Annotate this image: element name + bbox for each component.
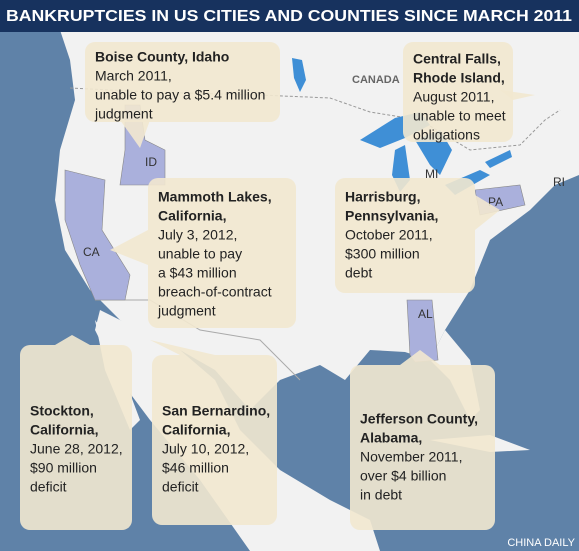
callout-name: California, [158, 208, 226, 224]
callout-name: San Bernardino, [162, 403, 270, 419]
callout-box [20, 345, 132, 530]
callout-detail: $90 million [30, 460, 97, 476]
callout-name: Rhode Island, [413, 70, 505, 86]
callout-detail: obligations [413, 127, 480, 143]
callout-name: Boise County, Idaho [95, 49, 229, 65]
callout-name: Central Falls, [413, 51, 501, 67]
callout-box [403, 42, 513, 142]
credit: CHINA DAILY [507, 537, 575, 549]
title: BANKRUPTCIES IN US CITIES AND COUNTIES S… [6, 8, 572, 25]
callout-detail: August 2011, [413, 89, 494, 105]
callout-name: Stockton, [30, 403, 94, 419]
callout-detail: unable to pay [158, 246, 242, 262]
callout-detail: November 2011, [360, 449, 462, 465]
lake [485, 150, 512, 168]
title-bar [0, 0, 579, 32]
callout-detail: breach-of-contract [158, 284, 272, 300]
state-label: CA [83, 245, 100, 259]
callout-name: Mammoth Lakes, [158, 189, 272, 205]
callout-name: Pennsylvania, [345, 208, 438, 224]
state-label: MI [425, 167, 438, 181]
callout-name: Jefferson County, [360, 411, 478, 427]
callout-detail: October 2011, [345, 227, 433, 243]
callout-detail: March 2011, [95, 68, 172, 84]
callout-detail: in debt [360, 487, 402, 503]
callout-box [350, 365, 495, 530]
callout-detail: $300 million [345, 246, 420, 262]
callout-name: Harrisburg, [345, 189, 420, 205]
callout-box [152, 355, 277, 525]
state-label: ID [145, 155, 157, 169]
callout-detail: over $4 billion [360, 468, 446, 484]
callout-detail: July 3, 2012, [158, 227, 237, 243]
callout-pointer [55, 335, 90, 345]
callout-detail: a $43 million [158, 265, 237, 281]
callout-name: California, [30, 422, 98, 438]
callout-detail: unable to pay a $5.4 million [95, 87, 265, 103]
callout-detail: July 10, 2012, [162, 441, 249, 457]
callout-pointer [120, 120, 150, 148]
callout-detail: June 28, 2012, [30, 441, 123, 457]
callout-detail: deficit [162, 479, 199, 495]
callout-detail: judgment [94, 106, 153, 122]
callout-detail: unable to meet [413, 108, 506, 124]
callout-name: California, [162, 422, 230, 438]
callout-pointer [475, 195, 500, 230]
callout-detail: $46 million [162, 460, 229, 476]
state-ca [64, 169, 131, 301]
callout-name: Alabama, [360, 430, 422, 446]
country-label: CANADA [352, 74, 400, 86]
callout-detail: debt [345, 265, 372, 281]
callout-detail: deficit [30, 479, 67, 495]
callout-box [148, 178, 296, 328]
callout-pointer [150, 340, 215, 355]
callout-box [335, 178, 475, 293]
border [95, 299, 301, 381]
callout-detail: judgment [157, 303, 216, 319]
callout-box [85, 42, 280, 122]
callout-pointer [110, 230, 148, 265]
callout-pointer [400, 350, 440, 365]
lake [292, 58, 306, 92]
state-label: RI [553, 175, 565, 189]
state-label: AL [418, 307, 433, 321]
